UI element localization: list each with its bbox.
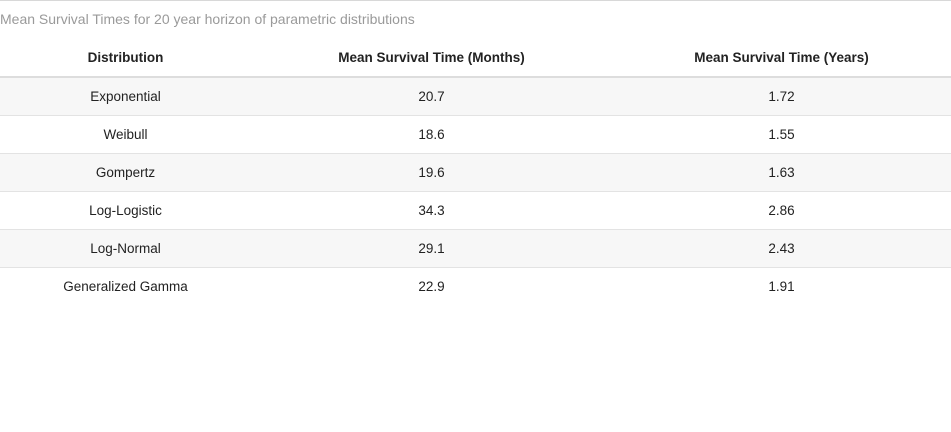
cell-years: 1.91 [612, 267, 951, 305]
cell-months: 18.6 [251, 115, 612, 154]
cell-distribution: Weibull [0, 115, 251, 154]
cell-months: 19.6 [251, 153, 612, 192]
cell-months: 34.3 [251, 191, 612, 230]
table-row: Generalized Gamma 22.9 1.91 [0, 267, 951, 305]
table-row: Log-Logistic 34.3 2.86 [0, 191, 951, 230]
table-row: Gompertz 19.6 1.63 [0, 153, 951, 192]
cell-years: 2.43 [612, 229, 951, 268]
header-row: Distribution Mean Survival Time (Months)… [0, 38, 951, 78]
cell-months: 29.1 [251, 229, 612, 268]
survival-table: Distribution Mean Survival Time (Months)… [0, 38, 951, 305]
table-caption: Mean Survival Times for 20 year horizon … [0, 11, 415, 27]
cell-years: 2.86 [612, 191, 951, 230]
header-mean-months[interactable]: Mean Survival Time (Months) [251, 38, 612, 78]
cell-distribution: Exponential [0, 77, 251, 116]
table-body: Exponential 20.7 1.72 Weibull 18.6 1.55 … [0, 77, 951, 305]
cell-distribution: Log-Normal [0, 229, 251, 268]
table-header: Distribution Mean Survival Time (Months)… [0, 38, 951, 78]
cell-distribution: Gompertz [0, 153, 251, 192]
header-distribution[interactable]: Distribution [0, 38, 251, 78]
cell-distribution: Log-Logistic [0, 191, 251, 230]
cell-months: 20.7 [251, 77, 612, 116]
header-mean-years[interactable]: Mean Survival Time (Years) [612, 38, 951, 78]
cell-months: 22.9 [251, 267, 612, 305]
cell-years: 1.72 [612, 77, 951, 116]
cell-distribution: Generalized Gamma [0, 267, 251, 305]
table-row: Weibull 18.6 1.55 [0, 115, 951, 154]
cell-years: 1.63 [612, 153, 951, 192]
table-row: Exponential 20.7 1.72 [0, 77, 951, 116]
table-row: Log-Normal 29.1 2.43 [0, 229, 951, 268]
cell-years: 1.55 [612, 115, 951, 154]
